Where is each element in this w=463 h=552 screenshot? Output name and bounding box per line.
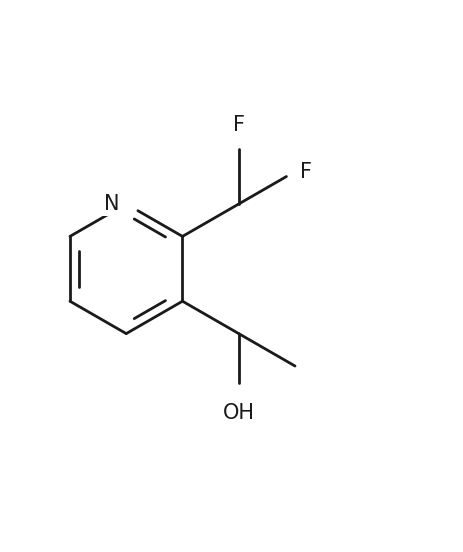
Text: F: F bbox=[232, 115, 244, 135]
Text: N: N bbox=[104, 194, 119, 214]
Text: OH: OH bbox=[222, 403, 254, 423]
Text: F: F bbox=[300, 162, 312, 182]
